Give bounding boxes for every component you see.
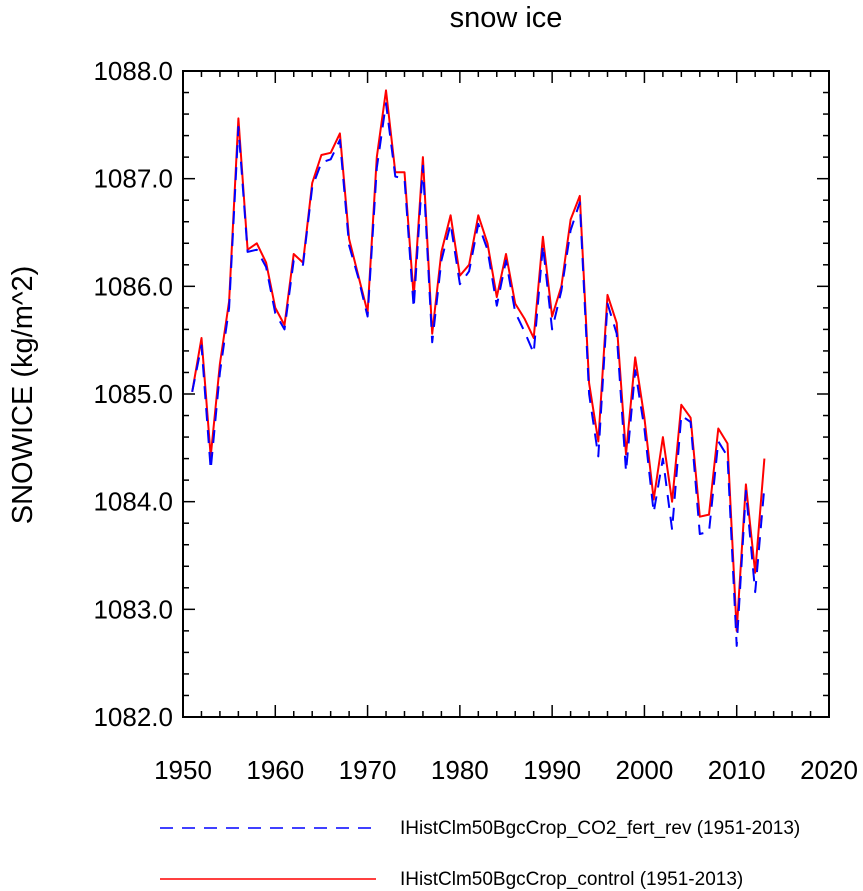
x-tick-label: 1990	[523, 755, 581, 785]
legend: IHistClm50BgcCrop_CO2_fert_rev (1951-201…	[160, 818, 800, 890]
x-tick-label: 1970	[339, 755, 397, 785]
x-tick-label: 2010	[708, 755, 766, 785]
series-line-control	[191, 89, 766, 632]
y-tick-label: 1085.0	[93, 379, 173, 409]
series-lines	[191, 89, 766, 647]
y-tick-label: 1083.0	[93, 594, 173, 624]
x-tick-label: 1950	[154, 755, 212, 785]
chart-title: snow ice	[450, 2, 563, 34]
y-tick-label: 1087.0	[93, 164, 173, 194]
legend-label-control: IHistClm50BgcCrop_control (1951-2013)	[400, 869, 743, 890]
x-tick-label: 2020	[800, 755, 858, 785]
y-tick-label: 1088.0	[93, 56, 173, 86]
y-tick-label: 1084.0	[93, 487, 173, 517]
legend-label-co2-fert-rev: IHistClm50BgcCrop_CO2_fert_rev (1951-201…	[400, 818, 800, 839]
series-line-co2-fert-rev	[191, 102, 766, 647]
x-tick-label: 1960	[246, 755, 304, 785]
y-tick-label: 1086.0	[93, 271, 173, 301]
x-tick-label: 1980	[431, 755, 489, 785]
y-tick-label: 1082.0	[93, 702, 173, 732]
x-axis-ticks: 1950 1960 1970 1980 1990 2000 2010 2020	[154, 71, 858, 785]
x-tick-label: 2000	[616, 755, 674, 785]
y-axis-ticks: 1082.0 1083.0 1084.0 1085.0 1086.0 1087.0 1088…	[93, 56, 829, 732]
y-axis-label: SNOWICE (kg/m^2)	[7, 266, 39, 525]
plot-area-frame	[182, 70, 830, 718]
